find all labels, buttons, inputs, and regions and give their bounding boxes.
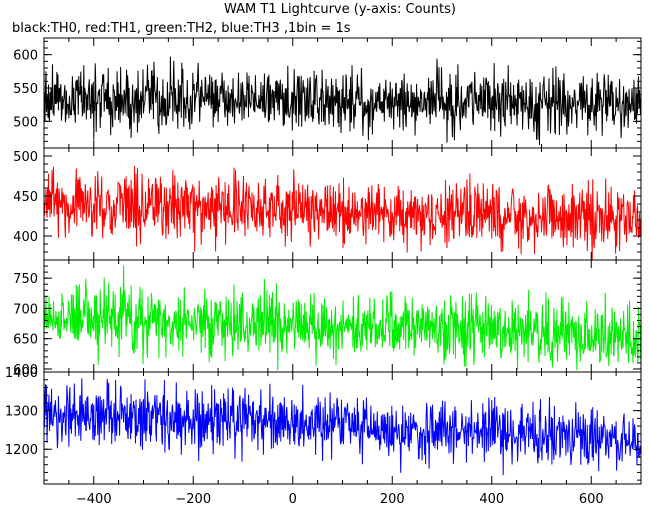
x-axis: −400 −200 0 200 400 600 xyxy=(76,492,604,505)
y-tick-label-2-650: 650 xyxy=(13,333,38,348)
y-tick-label-3-1300: 1300 xyxy=(5,405,38,420)
y-tick-label-0-500: 500 xyxy=(13,115,38,130)
x-tick-label--200: −200 xyxy=(175,492,211,505)
series-line-th0 xyxy=(44,56,641,146)
series-line-th1 xyxy=(44,165,641,260)
series-line-th2 xyxy=(44,265,641,371)
y-tick-label-0-600: 600 xyxy=(13,49,38,64)
x-tick-label-600: 600 xyxy=(579,492,604,505)
x-tick-label-200: 200 xyxy=(380,492,405,505)
panel-2: 600 650 700 750 xyxy=(13,259,642,378)
y-tick-label-2-700: 700 xyxy=(13,302,38,317)
x-tick-label--400: −400 xyxy=(76,492,112,505)
chart-subtitle: black:TH0, red:TH1, green:TH2, blue:TH3 … xyxy=(12,21,351,36)
panel-0: 500 550 600 xyxy=(13,37,642,149)
x-tick-label-400: 400 xyxy=(479,492,504,505)
y-tick-label-1-400: 400 xyxy=(13,230,38,245)
x-tick-label-0: 0 xyxy=(289,492,297,505)
y-tick-label-1-500: 500 xyxy=(13,150,38,165)
y-tick-label-2-750: 750 xyxy=(13,272,38,287)
y-tick-label-3-1200: 1200 xyxy=(5,443,38,458)
panel-1: 400 450 500 xyxy=(13,147,642,261)
panel-3: 1200 1300 1400 xyxy=(5,366,642,485)
chart-title: WAM T1 Lightcurve (y-axis: Counts) xyxy=(224,2,456,17)
y-tick-label-3-1400: 1400 xyxy=(5,366,38,381)
y-tick-label-1-450: 450 xyxy=(13,190,38,205)
panels-group: 500 550 600 400 450 500 600 650 700 750 1200 1300 14… xyxy=(5,37,642,485)
series-line-th3 xyxy=(44,378,641,476)
y-tick-label-0-550: 550 xyxy=(13,82,38,97)
y-tick-label-2-600: 600 xyxy=(13,363,38,378)
